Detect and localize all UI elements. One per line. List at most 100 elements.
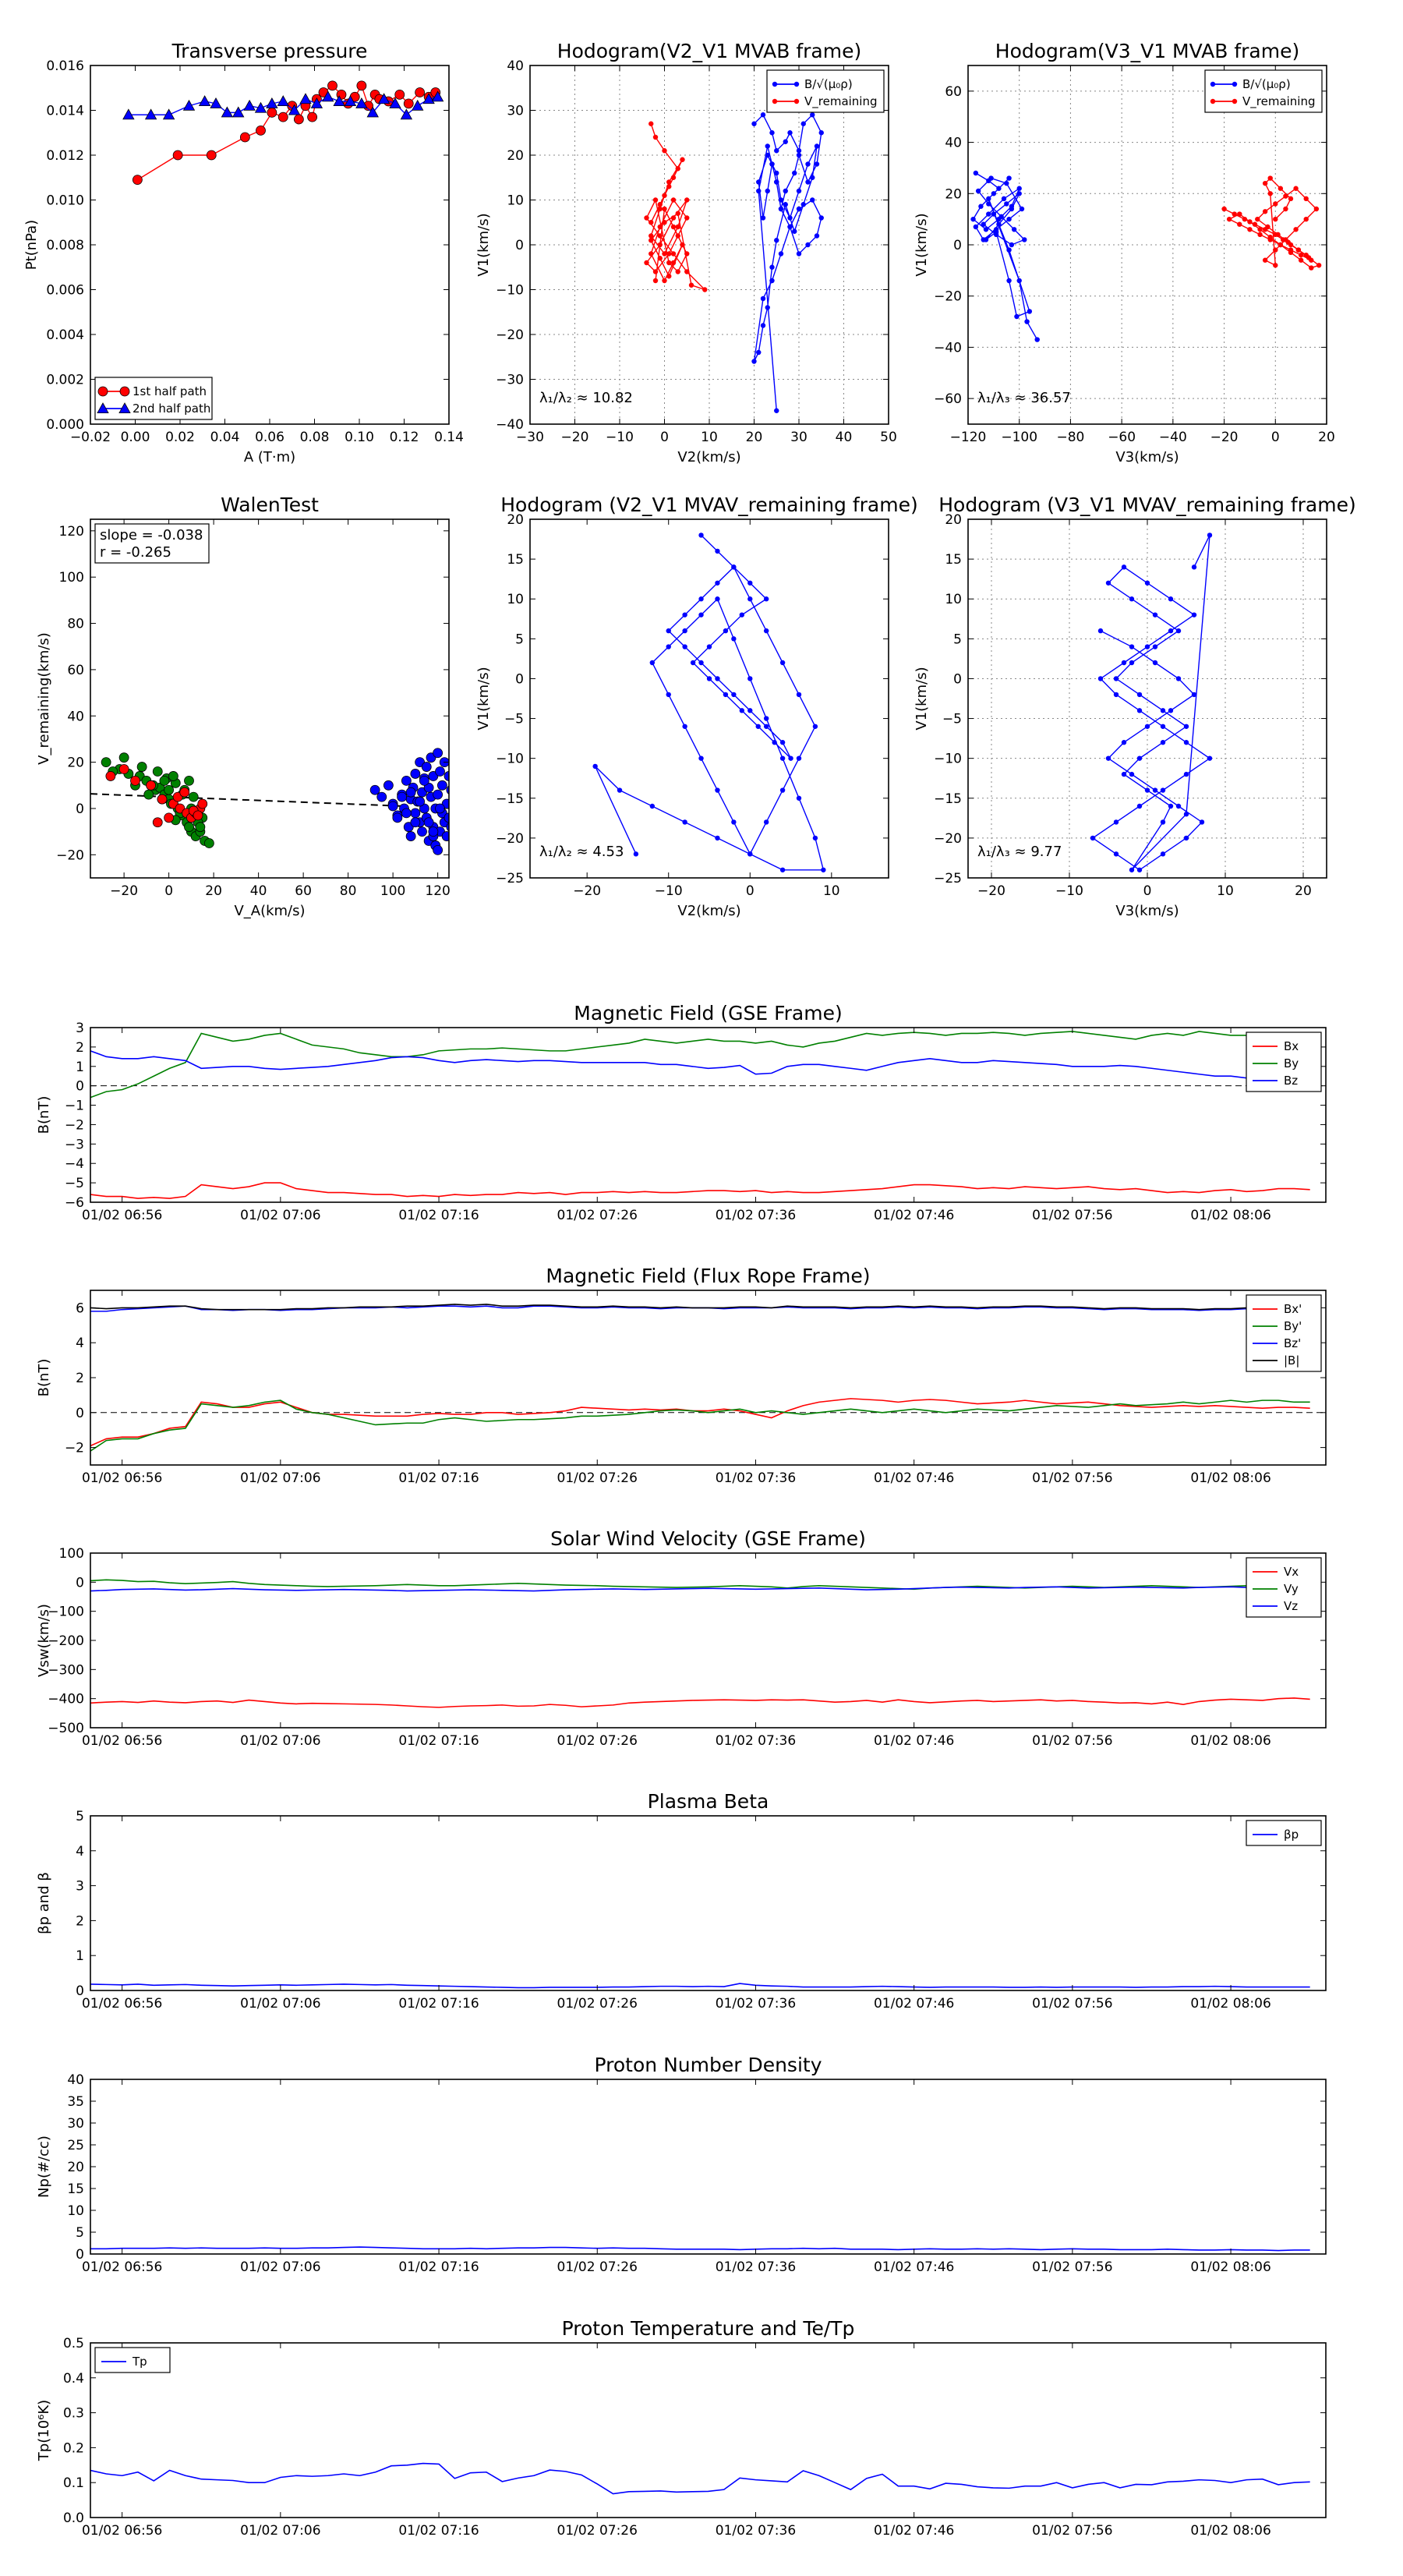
- data-point: [1175, 628, 1182, 634]
- series-line: [90, 1031, 1310, 1099]
- x-tick-label: −30: [516, 430, 544, 445]
- data-point: [666, 251, 672, 257]
- data-point: [1113, 851, 1119, 857]
- y-tick-label: −5: [942, 712, 962, 727]
- x-tick-label: 01/02 06:56: [82, 2259, 162, 2275]
- data-point: [1144, 724, 1150, 729]
- x-tick-label: 40: [836, 430, 853, 445]
- y-tick-label: 0.008: [46, 238, 84, 253]
- series-line: [90, 1305, 1310, 1312]
- data-point: [433, 748, 444, 759]
- x-tick-label: 50: [880, 430, 897, 445]
- data-point: [779, 787, 786, 793]
- data-point: [675, 166, 680, 172]
- data-point: [1232, 211, 1237, 217]
- series-bx: [90, 1182, 1310, 1199]
- data-point: [1113, 676, 1119, 681]
- data-point: [344, 95, 357, 107]
- data-point: [779, 867, 786, 872]
- plot-frame: [90, 1552, 1327, 1729]
- y-tick-label: 20: [945, 186, 962, 202]
- series-line: [90, 1398, 1310, 1447]
- legend-label: B/√(μ₀ρ): [1242, 77, 1291, 91]
- chart-title: Hodogram(V3_V1 MVAB frame): [995, 40, 1299, 62]
- data-point: [652, 134, 659, 140]
- x-tick-label: 01/02 07:26: [557, 2523, 638, 2539]
- x-tick-label: 100: [380, 883, 405, 899]
- data-point: [662, 148, 667, 154]
- data-point: [657, 256, 663, 261]
- data-point: [1144, 580, 1150, 586]
- x-tick-label: 01/02 07:46: [874, 1733, 954, 1749]
- y-axis-label: V_remaining(km/s): [36, 632, 52, 765]
- data-point: [973, 170, 979, 176]
- x-tick-label: 01/02 07:56: [1032, 1208, 1112, 1223]
- data-point: [670, 197, 677, 203]
- y-tick-label: 40: [507, 58, 524, 74]
- y-tick-label: 25: [67, 2138, 84, 2153]
- data-point: [772, 740, 777, 745]
- plot-area: [644, 112, 824, 413]
- data-point: [715, 676, 720, 681]
- x-tick-label: 01/02 07:46: [874, 2259, 954, 2275]
- series-line: [90, 1983, 1310, 1989]
- data-point: [763, 716, 769, 721]
- data-point: [666, 628, 671, 634]
- x-tick-label: −10: [606, 430, 634, 445]
- series-by: [90, 1031, 1310, 1099]
- data-point: [1283, 206, 1288, 212]
- x-tick-label: −20: [977, 883, 1005, 899]
- data-point: [779, 740, 786, 745]
- data-point: [152, 766, 163, 777]
- legend-box: [1246, 1031, 1322, 1092]
- data-point: [1262, 180, 1268, 186]
- data-point: [649, 803, 656, 809]
- plot-frame: [90, 518, 450, 879]
- data-point: [1267, 191, 1273, 196]
- x-tick-label: −20: [561, 430, 589, 445]
- data-point: [444, 771, 449, 781]
- y-tick-label: −300: [48, 1662, 84, 1678]
- data-point: [818, 215, 824, 221]
- y-tick-label: 0: [76, 1575, 84, 1591]
- data-point: [410, 808, 421, 819]
- data-point: [1016, 278, 1022, 284]
- data-point: [1283, 193, 1288, 199]
- data-point: [1129, 596, 1135, 602]
- data-point: [814, 233, 820, 239]
- data-point: [998, 214, 1004, 220]
- legend: B/√(μ₀ρ) V_remaining: [766, 69, 885, 113]
- data-point: [1175, 676, 1182, 681]
- data-point: [698, 533, 704, 538]
- data-point: [751, 359, 757, 364]
- legend-marker: [97, 386, 108, 397]
- x-tick-label: 0.14: [434, 430, 464, 445]
- data-point: [366, 106, 379, 118]
- data-point: [182, 99, 196, 111]
- x-tick-label: 01/02 07:56: [1032, 2523, 1112, 2539]
- data-point: [239, 132, 250, 143]
- data-point: [760, 112, 766, 118]
- data-point: [814, 143, 820, 149]
- y-tick-label: 0.012: [46, 148, 84, 164]
- data-point: [277, 95, 289, 107]
- series-bz: [90, 1050, 1310, 1079]
- data-point: [812, 724, 818, 729]
- data-point: [1136, 867, 1143, 872]
- x-tick-label: 01/02 07:06: [240, 2259, 320, 2275]
- data-point: [405, 831, 416, 841]
- data-point: [765, 152, 770, 158]
- data-point: [376, 791, 387, 802]
- y-tick-label: 15: [67, 2181, 84, 2197]
- data-point: [702, 287, 708, 292]
- data-point: [1136, 803, 1143, 809]
- series-v-remaining: [644, 121, 708, 292]
- y-axis-label: V1(km/s): [475, 667, 492, 730]
- y-tick-label: −4: [65, 1156, 84, 1172]
- data-point: [203, 838, 214, 848]
- series-2nd-half-path: [122, 90, 444, 120]
- data-point: [299, 93, 312, 104]
- data-point: [1129, 660, 1135, 666]
- legend-label: Bx: [1284, 1039, 1299, 1053]
- data-point: [1001, 196, 1007, 202]
